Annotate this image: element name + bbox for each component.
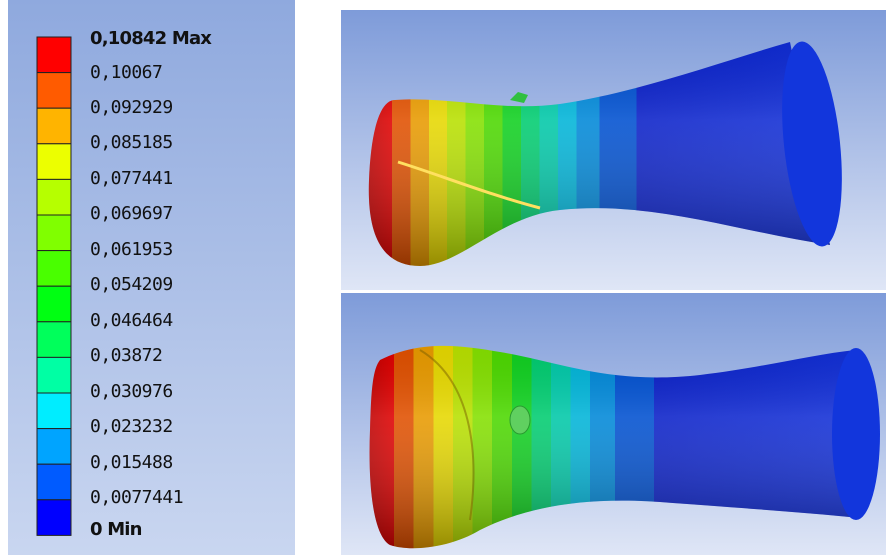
legend-label: 0,092929 [90,97,173,118]
color-band [37,108,71,144]
legend-label: 0,077441 [90,168,173,189]
color-band [37,464,71,500]
color-band [37,429,71,465]
color-band [37,215,71,251]
part-end-face [832,348,880,520]
legend-label: 0,10842 Max [90,28,212,49]
color-band [37,251,71,287]
screenshot: 0,10842 Max 0,10067 0,092929 0,085185 0,… [0,0,886,555]
color-band [37,37,71,73]
legend-label: 0,061953 [90,239,173,260]
color-scale [37,37,71,535]
legend-label: 0,10067 [90,62,162,83]
legend-label: 0,085185 [90,132,173,153]
color-band [37,357,71,393]
legend-label: 0,023232 [90,416,173,437]
legend-label: 0,0077441 [90,487,183,508]
legend-label: 0,046464 [90,310,173,331]
legend-label: 0,054209 [90,274,173,295]
color-band [37,286,71,322]
part-feature [510,406,530,434]
color-band [37,73,71,109]
legend-label: 0,069697 [90,203,173,224]
legend-label: 0,03872 [90,345,162,366]
color-band [37,500,71,536]
color-band [37,144,71,180]
color-band [37,179,71,215]
color-band [37,322,71,358]
color-band [37,393,71,429]
legend-label: 0,015488 [90,452,173,473]
legend-label: 0 Min [90,519,142,540]
legend-label: 0,030976 [90,381,173,402]
